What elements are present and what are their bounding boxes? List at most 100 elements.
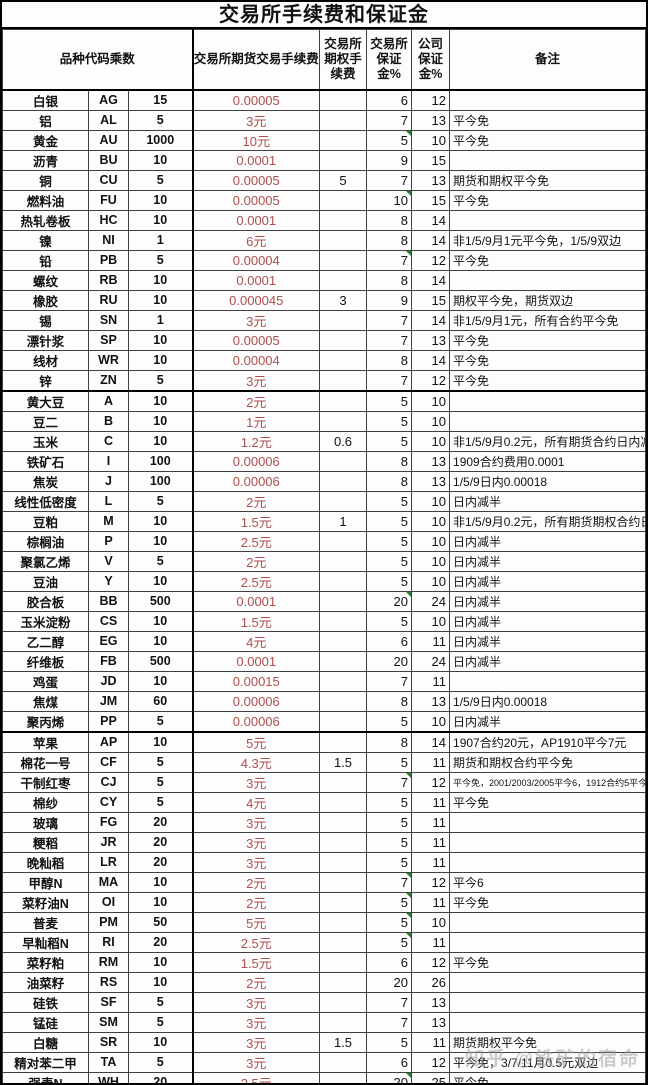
variety-name-cell[interactable]: 焦煤 — [2, 690, 89, 712]
exchange-margin-cell[interactable]: 8 — [366, 730, 413, 753]
company-margin-cell[interactable]: 13 — [411, 169, 451, 191]
futures-fee-cell[interactable]: 1.5元 — [191, 510, 321, 532]
futures-fee-cell[interactable]: 0.0001 — [191, 269, 321, 291]
exchange-margin-cell[interactable]: 5 — [366, 791, 413, 813]
futures-fee-cell[interactable]: 10元 — [191, 129, 321, 151]
table-row[interactable]: 菜籽粕 RM 10 1.5元 6 12 平今免 — [2, 951, 646, 973]
exchange-margin-cell[interactable]: 6 — [366, 951, 413, 973]
remark-cell[interactable]: 平今免 — [449, 249, 646, 271]
remark-cell[interactable]: 平今免 — [449, 369, 646, 391]
company-margin-cell[interactable]: 14 — [411, 229, 451, 251]
multiplier-cell[interactable]: 10 — [127, 530, 194, 552]
company-margin-cell[interactable]: 14 — [411, 349, 451, 371]
variety-name-cell[interactable]: 棉纱 — [2, 791, 89, 813]
remark-cell[interactable] — [449, 851, 646, 873]
variety-name-cell[interactable]: 豆二 — [2, 410, 89, 432]
variety-code-cell[interactable]: BB — [88, 590, 129, 612]
multiplier-cell[interactable]: 5 — [127, 751, 194, 773]
table-row[interactable]: 黄金 AU 1000 10元 5 10 平今免 — [2, 129, 646, 151]
option-fee-cell[interactable] — [319, 229, 368, 251]
multiplier-cell[interactable]: 10 — [127, 329, 194, 351]
multiplier-cell[interactable]: 5 — [127, 490, 194, 512]
exchange-margin-cell[interactable]: 5 — [366, 1031, 413, 1053]
multiplier-cell[interactable]: 20 — [127, 811, 194, 833]
remark-cell[interactable]: 期权平今免，期货双边 — [449, 289, 646, 311]
option-fee-cell[interactable] — [319, 329, 368, 351]
futures-fee-cell[interactable]: 3元 — [191, 991, 321, 1013]
variety-code-cell[interactable]: LR — [88, 851, 129, 873]
remark-cell[interactable]: 平今免 — [449, 349, 646, 371]
variety-code-cell[interactable]: OI — [88, 891, 129, 913]
table-row[interactable]: 铝 AL 5 3元 7 13 平今免 — [2, 109, 646, 131]
table-row[interactable]: 热轧卷板 HC 10 0.0001 8 14 — [2, 209, 646, 231]
variety-name-cell[interactable]: 橡胶 — [2, 289, 89, 311]
variety-name-cell[interactable]: 铝 — [2, 109, 89, 131]
option-fee-cell[interactable] — [319, 670, 368, 692]
company-margin-cell[interactable]: 11 — [411, 831, 451, 853]
futures-fee-cell[interactable]: 1.2元 — [191, 430, 321, 452]
futures-fee-cell[interactable]: 0.00005 — [191, 169, 321, 191]
multiplier-cell[interactable]: 10 — [127, 149, 194, 171]
company-margin-cell[interactable]: 14 — [411, 730, 451, 753]
multiplier-cell[interactable]: 10 — [127, 269, 194, 291]
option-fee-cell[interactable] — [319, 951, 368, 973]
variety-code-cell[interactable]: RI — [88, 931, 129, 953]
exchange-margin-cell[interactable]: 5 — [366, 389, 413, 412]
option-fee-cell[interactable] — [319, 831, 368, 853]
remark-cell[interactable]: 非1/5/9月0.2元，所有期货合约日内减半 — [449, 430, 646, 452]
variety-code-cell[interactable]: FG — [88, 811, 129, 833]
option-fee-cell[interactable] — [319, 89, 368, 111]
futures-fee-cell[interactable]: 0.00004 — [191, 249, 321, 271]
multiplier-cell[interactable]: 5 — [127, 991, 194, 1013]
table-row[interactable]: 沥青 BU 10 0.0001 9 15 — [2, 149, 646, 171]
table-row[interactable]: 线材 WR 10 0.00004 8 14 平今免 — [2, 349, 646, 371]
futures-fee-cell[interactable]: 4元 — [191, 791, 321, 813]
variety-name-cell[interactable]: 油菜籽 — [2, 971, 89, 993]
futures-fee-cell[interactable]: 1元 — [191, 410, 321, 432]
exchange-margin-cell[interactable]: 5 — [366, 530, 413, 552]
option-fee-cell[interactable] — [319, 1051, 368, 1073]
company-margin-cell[interactable]: 10 — [411, 570, 451, 592]
variety-code-cell[interactable]: AG — [88, 89, 129, 111]
multiplier-cell[interactable]: 5 — [127, 550, 194, 572]
company-margin-cell[interactable]: 10 — [411, 490, 451, 512]
variety-code-cell[interactable]: FU — [88, 189, 129, 211]
exchange-margin-cell[interactable]: 5 — [366, 891, 413, 913]
table-row[interactable]: 鸡蛋 JD 10 0.00015 7 11 — [2, 670, 646, 692]
variety-code-cell[interactable]: WR — [88, 349, 129, 371]
futures-fee-cell[interactable]: 2元 — [191, 490, 321, 512]
variety-name-cell[interactable]: 锡 — [2, 309, 89, 331]
table-row[interactable]: 白糖 SR 10 3元 1.5 5 11 期货期权平今免 — [2, 1031, 646, 1053]
table-row[interactable]: 粳稻 JR 20 3元 5 11 — [2, 831, 646, 853]
option-fee-cell[interactable] — [319, 630, 368, 652]
company-margin-cell[interactable]: 13 — [411, 991, 451, 1013]
multiplier-cell[interactable]: 10 — [127, 730, 194, 753]
option-fee-cell[interactable] — [319, 129, 368, 151]
exchange-margin-cell[interactable]: 5 — [366, 550, 413, 572]
remark-cell[interactable] — [449, 149, 646, 171]
futures-fee-cell[interactable]: 2.5元 — [191, 530, 321, 552]
option-fee-cell[interactable] — [319, 891, 368, 913]
company-margin-cell[interactable]: 24 — [411, 650, 451, 672]
variety-code-cell[interactable]: CF — [88, 751, 129, 773]
company-margin-cell[interactable]: 11 — [411, 851, 451, 873]
exchange-margin-cell[interactable]: 8 — [366, 450, 413, 472]
company-margin-cell[interactable]: 11 — [411, 751, 451, 773]
multiplier-cell[interactable]: 10 — [127, 891, 194, 913]
remark-cell[interactable]: 日内减半 — [449, 650, 646, 672]
table-row[interactable]: 强麦N WH 20 2.5元 20 25 平今免 — [2, 1071, 646, 1083]
option-fee-cell[interactable] — [319, 991, 368, 1013]
variety-name-cell[interactable]: 强麦N — [2, 1071, 89, 1083]
exchange-margin-cell[interactable]: 9 — [366, 149, 413, 171]
variety-name-cell[interactable]: 胶合板 — [2, 590, 89, 612]
exchange-margin-cell[interactable]: 20 — [366, 971, 413, 993]
variety-code-cell[interactable]: NI — [88, 229, 129, 251]
company-margin-cell[interactable]: 10 — [411, 550, 451, 572]
option-fee-cell[interactable] — [319, 189, 368, 211]
variety-code-cell[interactable]: SR — [88, 1031, 129, 1053]
variety-name-cell[interactable]: 铜 — [2, 169, 89, 191]
table-row[interactable]: 铅 PB 5 0.00004 7 12 平今免 — [2, 249, 646, 271]
option-fee-cell[interactable] — [319, 811, 368, 833]
multiplier-cell[interactable]: 10 — [127, 971, 194, 993]
variety-name-cell[interactable]: 纤维板 — [2, 650, 89, 672]
